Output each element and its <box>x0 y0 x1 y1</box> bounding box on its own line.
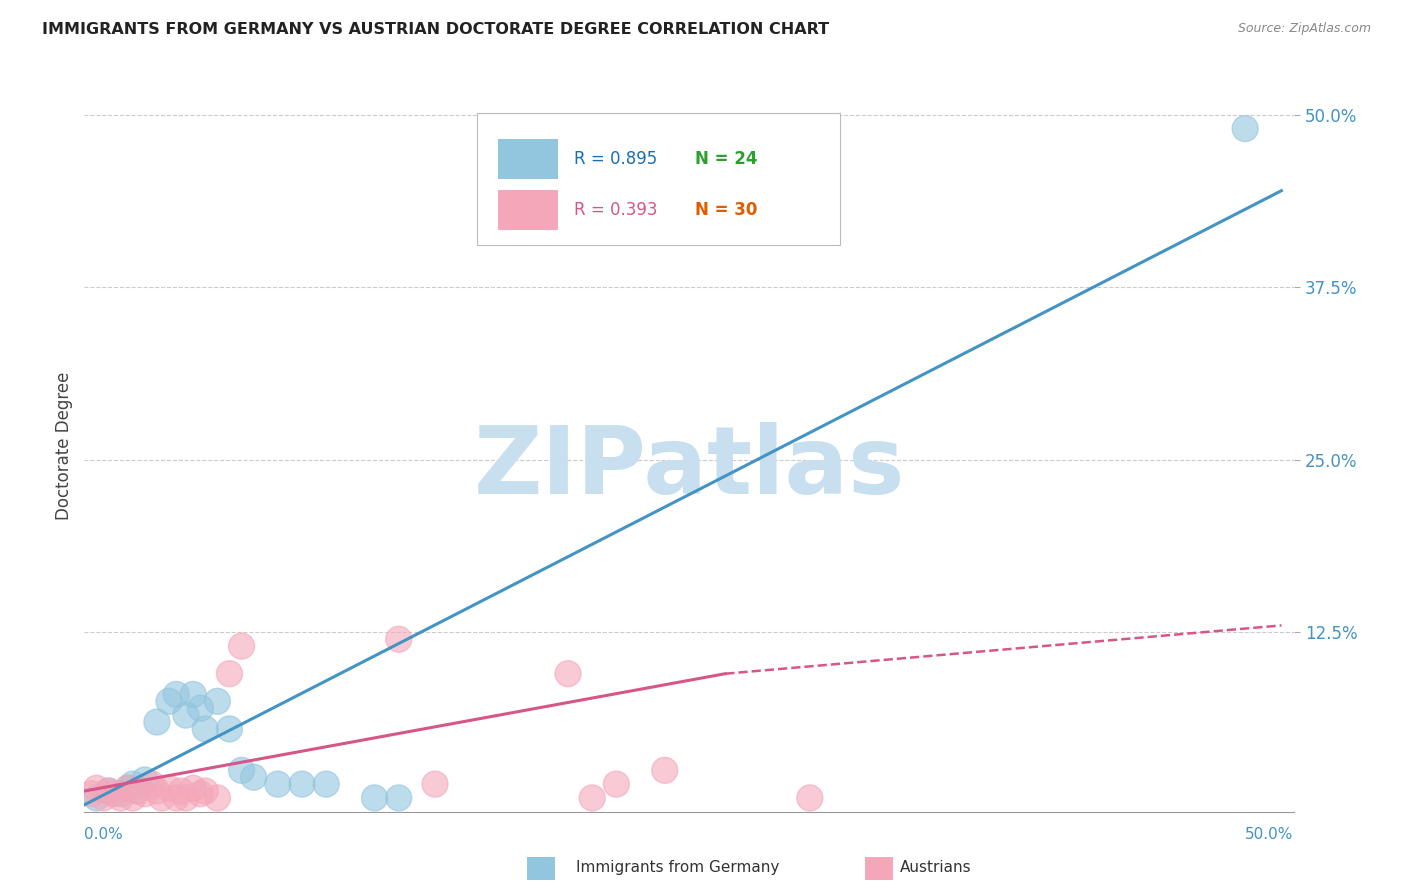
Ellipse shape <box>96 778 121 804</box>
Ellipse shape <box>132 780 157 806</box>
Ellipse shape <box>797 785 823 811</box>
Text: N = 24: N = 24 <box>695 150 758 169</box>
Ellipse shape <box>108 780 134 806</box>
FancyBboxPatch shape <box>478 113 841 245</box>
Ellipse shape <box>139 771 165 797</box>
Ellipse shape <box>115 775 141 801</box>
Ellipse shape <box>83 775 110 801</box>
Ellipse shape <box>229 757 254 783</box>
Ellipse shape <box>193 778 218 804</box>
Ellipse shape <box>163 681 190 707</box>
Y-axis label: Doctorate Degree: Doctorate Degree <box>55 372 73 520</box>
Ellipse shape <box>361 785 388 811</box>
Ellipse shape <box>240 764 267 790</box>
FancyBboxPatch shape <box>498 139 558 179</box>
Ellipse shape <box>120 785 146 811</box>
Ellipse shape <box>143 778 170 804</box>
Ellipse shape <box>125 778 150 804</box>
Ellipse shape <box>385 785 412 811</box>
Ellipse shape <box>555 661 581 687</box>
Ellipse shape <box>217 716 242 742</box>
Text: 0.0%: 0.0% <box>84 827 124 841</box>
Ellipse shape <box>385 626 412 652</box>
Ellipse shape <box>120 771 146 797</box>
Text: IMMIGRANTS FROM GERMANY VS AUSTRIAN DOCTORATE DEGREE CORRELATION CHART: IMMIGRANTS FROM GERMANY VS AUSTRIAN DOCT… <box>42 22 830 37</box>
Ellipse shape <box>149 785 174 811</box>
Text: Source: ZipAtlas.com: Source: ZipAtlas.com <box>1237 22 1371 36</box>
Ellipse shape <box>180 775 207 801</box>
Ellipse shape <box>132 767 157 793</box>
Ellipse shape <box>96 778 121 804</box>
Ellipse shape <box>83 785 110 811</box>
FancyBboxPatch shape <box>498 190 558 230</box>
Ellipse shape <box>652 757 678 783</box>
Ellipse shape <box>187 780 214 806</box>
Ellipse shape <box>100 780 127 806</box>
Text: Austrians: Austrians <box>900 860 972 874</box>
Ellipse shape <box>163 785 190 811</box>
Ellipse shape <box>156 775 181 801</box>
Ellipse shape <box>143 709 170 735</box>
Ellipse shape <box>173 702 198 728</box>
Ellipse shape <box>180 681 207 707</box>
Text: Immigrants from Germany: Immigrants from Germany <box>576 860 780 874</box>
Ellipse shape <box>169 778 194 804</box>
Ellipse shape <box>1232 116 1258 142</box>
Ellipse shape <box>115 775 141 801</box>
Ellipse shape <box>314 771 339 797</box>
Ellipse shape <box>204 689 231 714</box>
Ellipse shape <box>193 716 218 742</box>
Ellipse shape <box>579 785 605 811</box>
Ellipse shape <box>187 695 214 722</box>
Text: N = 30: N = 30 <box>695 202 758 219</box>
Ellipse shape <box>422 771 449 797</box>
Ellipse shape <box>125 778 150 804</box>
Text: R = 0.895: R = 0.895 <box>574 150 658 169</box>
Ellipse shape <box>603 771 630 797</box>
Ellipse shape <box>290 771 315 797</box>
Ellipse shape <box>91 785 117 811</box>
Ellipse shape <box>156 689 181 714</box>
Text: R = 0.393: R = 0.393 <box>574 202 658 219</box>
Text: 50.0%: 50.0% <box>1246 827 1294 841</box>
Ellipse shape <box>264 771 291 797</box>
Ellipse shape <box>79 780 104 806</box>
Ellipse shape <box>173 785 198 811</box>
Ellipse shape <box>229 633 254 659</box>
Ellipse shape <box>217 661 242 687</box>
Ellipse shape <box>204 785 231 811</box>
Text: ZIPatlas: ZIPatlas <box>474 422 904 514</box>
Ellipse shape <box>108 785 134 811</box>
